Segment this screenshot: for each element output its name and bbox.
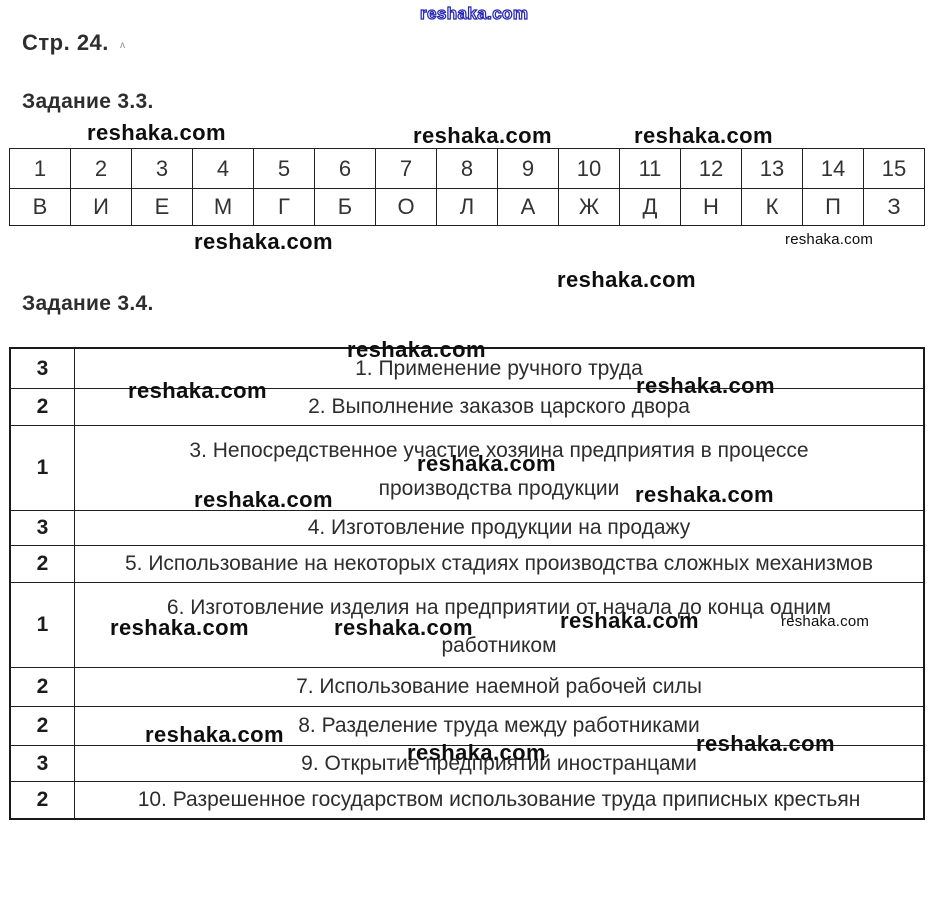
page-title: Стр. 24. (22, 30, 109, 55)
answer-key-number-cell: 7 (375, 148, 437, 189)
statement-text-cell: 4. Изготовление продукции на продажу (74, 510, 925, 546)
statement-row: 2 2. Выполнение заказов царского двора (9, 388, 925, 426)
watermark: reshaka.com (334, 615, 473, 640)
watermark: reshaka.com (413, 123, 552, 148)
answer-key-number-cell: 11 (619, 148, 681, 189)
answer-number-cell: 2 (9, 545, 75, 583)
watermark: reshaka.com (560, 608, 699, 633)
watermark: reshaka.com (110, 615, 249, 640)
watermark: reshaka.com (557, 267, 696, 292)
answer-key-letter-cell: В (9, 188, 71, 226)
answer-key-letter-cell: И (70, 188, 132, 226)
answer-number-cell: 2 (9, 706, 75, 746)
scan-artifact: ʌ (120, 40, 125, 51)
watermark: reshaka.com (785, 231, 874, 248)
watermark: reshaka.com (635, 482, 774, 507)
answer-key-number-cell: 9 (497, 148, 559, 189)
answer-key-letter-cell: А (497, 188, 559, 226)
answer-key-number-cell: 12 (680, 148, 742, 189)
watermark: reshaka.com (417, 451, 556, 476)
answer-key-numbers-row: 1 2 3 4 5 6 7 8 9 10 11 12 13 14 15 (9, 148, 925, 189)
watermark: reshaka.com (634, 123, 773, 148)
answer-key-letter-cell: П (802, 188, 864, 226)
answer-key-number-cell: 14 (802, 148, 864, 189)
statement-text-cell: 10. Разрешенное государством использован… (74, 781, 925, 820)
watermark: reshaka.com (407, 740, 546, 765)
answer-number-cell: 3 (9, 347, 75, 389)
answer-key-number-cell: 10 (558, 148, 620, 189)
answer-key-number-cell: 1 (9, 148, 71, 189)
answer-number-cell: 2 (9, 667, 75, 707)
watermark: reshaka.com (87, 120, 226, 145)
watermark: reshaka.com (636, 373, 775, 398)
statement-row: 2 8. Разделение труда между работниками (9, 706, 925, 746)
answer-key-number-cell: 6 (314, 148, 376, 189)
statement-text-cell: 1. Применение ручного труда (74, 347, 925, 389)
answer-key-number-cell: 5 (253, 148, 315, 189)
answer-key-number-cell: 15 (863, 148, 925, 189)
statement-row: 3 4. Изготовление продукции на продажу (9, 510, 925, 546)
statement-row: 2 5. Использование на некоторых стадиях п… (9, 545, 925, 583)
watermark-blue: reshaka.com (419, 3, 529, 23)
statement-text-cell: 9. Открытие предприятий иностранцами (74, 745, 925, 782)
answer-key-number-cell: 13 (741, 148, 803, 189)
answer-key-letter-cell: З (863, 188, 925, 226)
answer-key-letter-cell: Д (619, 188, 681, 226)
watermark: reshaka.com (194, 229, 333, 254)
statement-row: 2 10. Разрешенное государством использова… (9, 781, 925, 820)
statement-text-cell: 8. Разделение труда между работниками (74, 706, 925, 746)
answer-number-cell: 1 (9, 425, 75, 511)
answer-key-letter-cell: Е (131, 188, 193, 226)
answer-key-letter-cell: О (375, 188, 437, 226)
watermark: reshaka.com (194, 487, 333, 512)
statement-row: 1 6. Изготовление изделия на предприятии … (9, 582, 925, 668)
answer-key-number-cell: 4 (192, 148, 254, 189)
answer-key-letter-cell: К (741, 188, 803, 226)
statement-text-cell: 3. Непосредственное участие хозяина пред… (74, 425, 925, 511)
task-3-3-heading: Задание 3.3. (22, 90, 154, 113)
answer-number-cell: 2 (9, 388, 75, 426)
answer-key-number-cell: 2 (70, 148, 132, 189)
answer-number-cell: 2 (9, 781, 75, 820)
answer-key-letter-cell: М (192, 188, 254, 226)
answer-key-letter-cell: Н (680, 188, 742, 226)
answer-key-letter-cell: Л (436, 188, 498, 226)
answer-number-cell: 3 (9, 745, 75, 782)
answer-number-cell: 1 (9, 582, 75, 668)
task-3-4-heading: Задание 3.4. (22, 292, 154, 315)
answer-key-letter-cell: Г (253, 188, 315, 226)
watermark: reshaka.com (696, 731, 835, 756)
statement-text-cell: 7. Использование наемной рабочей силы (74, 667, 925, 707)
answer-key-number-cell: 3 (131, 148, 193, 189)
statement-row: 1 3. Непосредственное участие хозяина пре… (9, 425, 925, 511)
answer-key-number-cell: 8 (436, 148, 498, 189)
statement-text-cell: 5. Использование на некоторых стадиях пр… (74, 545, 925, 583)
statement-row: 3 9. Открытие предприятий иностранцами (9, 745, 925, 782)
statement-text-cell: 2. Выполнение заказов царского двора (74, 388, 925, 426)
answer-key-letter-cell: Б (314, 188, 376, 226)
watermark: reshaka.com (145, 722, 284, 747)
statement-text-cell: 6. Изготовление изделия на предприятии о… (74, 582, 925, 668)
statement-row: 2 7. Использование наемной рабочей силы (9, 667, 925, 707)
answer-number-cell: 3 (9, 510, 75, 546)
task-3-4-answer-table: 3 1. Применение ручного труда 2 2. Выполнен… (9, 347, 925, 820)
statement-row: 3 1. Применение ручного труда (9, 347, 925, 389)
watermark: reshaka.com (128, 378, 267, 403)
watermark: reshaka.com (781, 613, 870, 630)
answer-key-letter-cell: Ж (558, 188, 620, 226)
watermark: reshaka.com (347, 337, 486, 362)
